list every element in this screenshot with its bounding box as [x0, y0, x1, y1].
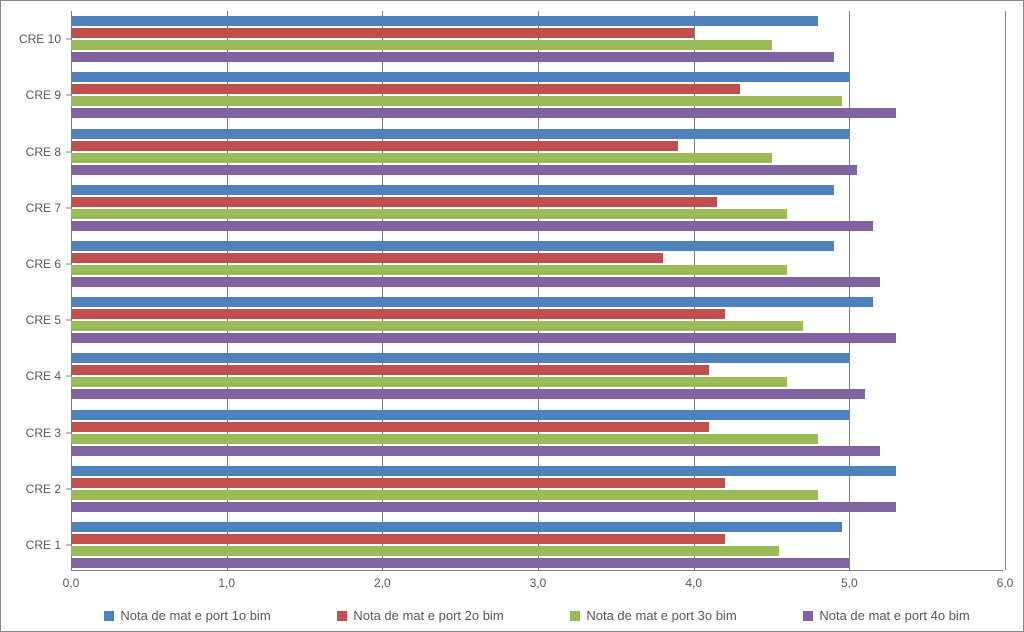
category-label: CRE 5: [26, 313, 61, 327]
bar: [71, 129, 849, 139]
bar: [71, 40, 772, 50]
x-tick-label: 6,0: [997, 576, 1014, 590]
bar: [71, 546, 779, 556]
bar: [71, 297, 873, 307]
bar: [71, 241, 834, 251]
x-tick-label: 0,0: [63, 576, 80, 590]
bar: [71, 321, 803, 331]
bar: [71, 502, 896, 512]
bar: [71, 422, 709, 432]
bar: [71, 141, 678, 151]
bar: [71, 353, 849, 363]
bar: [71, 534, 725, 544]
bar: [71, 52, 834, 62]
gridline: [1005, 11, 1006, 570]
legend: Nota de mat e port 1o bim Nota de mat e p…: [71, 608, 1003, 623]
x-tick-label: 4,0: [685, 576, 702, 590]
bar: [71, 185, 834, 195]
bar: [71, 434, 818, 444]
bar: [71, 466, 896, 476]
bar: [71, 277, 880, 287]
bar: [71, 153, 772, 163]
bar: [71, 333, 896, 343]
category-label: CRE 2: [26, 482, 61, 496]
category-label: CRE 4: [26, 369, 61, 383]
legend-label: Nota de mat e port 1o bim: [120, 608, 270, 623]
bar: [71, 253, 663, 263]
bar: [71, 96, 842, 106]
chart-container: 0,0 1,0 2,0 3,0 4,0 5,0 6,0 CRE 1 CRE 2 CRE 3 CRE …: [0, 0, 1024, 632]
bar: [71, 309, 725, 319]
legend-label: Nota de mat e port 4o bim: [819, 608, 969, 623]
bar: [71, 28, 694, 38]
x-tick-label: 1,0: [218, 576, 235, 590]
bar: [71, 377, 787, 387]
category-label: CRE 9: [26, 88, 61, 102]
bar: [71, 16, 818, 26]
category-label: CRE 10: [19, 32, 61, 46]
legend-swatch: [337, 611, 347, 621]
bar: [71, 209, 787, 219]
legend-item: Nota de mat e port 4o bim: [803, 608, 969, 623]
legend-item: Nota de mat e port 1o bim: [104, 608, 270, 623]
legend-item: Nota de mat e port 2o bim: [337, 608, 503, 623]
x-tick-label: 5,0: [841, 576, 858, 590]
bar: [71, 221, 873, 231]
bar: [71, 165, 857, 175]
bar: [71, 365, 709, 375]
legend-swatch: [104, 611, 114, 621]
bar: [71, 558, 849, 568]
bar: [71, 522, 842, 532]
plot-area: 0,01,02,03,04,05,06,0CRE 1CRE 2CRE 3CRE …: [71, 11, 1003, 571]
bar: [71, 389, 865, 399]
bar: [71, 72, 849, 82]
bar: [71, 490, 818, 500]
bar: [71, 197, 717, 207]
legend-swatch: [570, 611, 580, 621]
legend-item: Nota de mat e port 3o bim: [570, 608, 736, 623]
bar: [71, 410, 849, 420]
category-label: CRE 1: [26, 538, 61, 552]
bar: [71, 478, 725, 488]
legend-label: Nota de mat e port 2o bim: [353, 608, 503, 623]
category-label: CRE 8: [26, 145, 61, 159]
x-tick-label: 3,0: [530, 576, 547, 590]
category-label: CRE 6: [26, 257, 61, 271]
bar: [71, 265, 787, 275]
category-label: CRE 3: [26, 426, 61, 440]
legend-swatch: [803, 611, 813, 621]
x-tick-label: 2,0: [374, 576, 391, 590]
bar: [71, 446, 880, 456]
bar: [71, 108, 896, 118]
legend-label: Nota de mat e port 3o bim: [586, 608, 736, 623]
category-label: CRE 7: [26, 201, 61, 215]
gridline: [849, 11, 850, 570]
bar: [71, 84, 740, 94]
